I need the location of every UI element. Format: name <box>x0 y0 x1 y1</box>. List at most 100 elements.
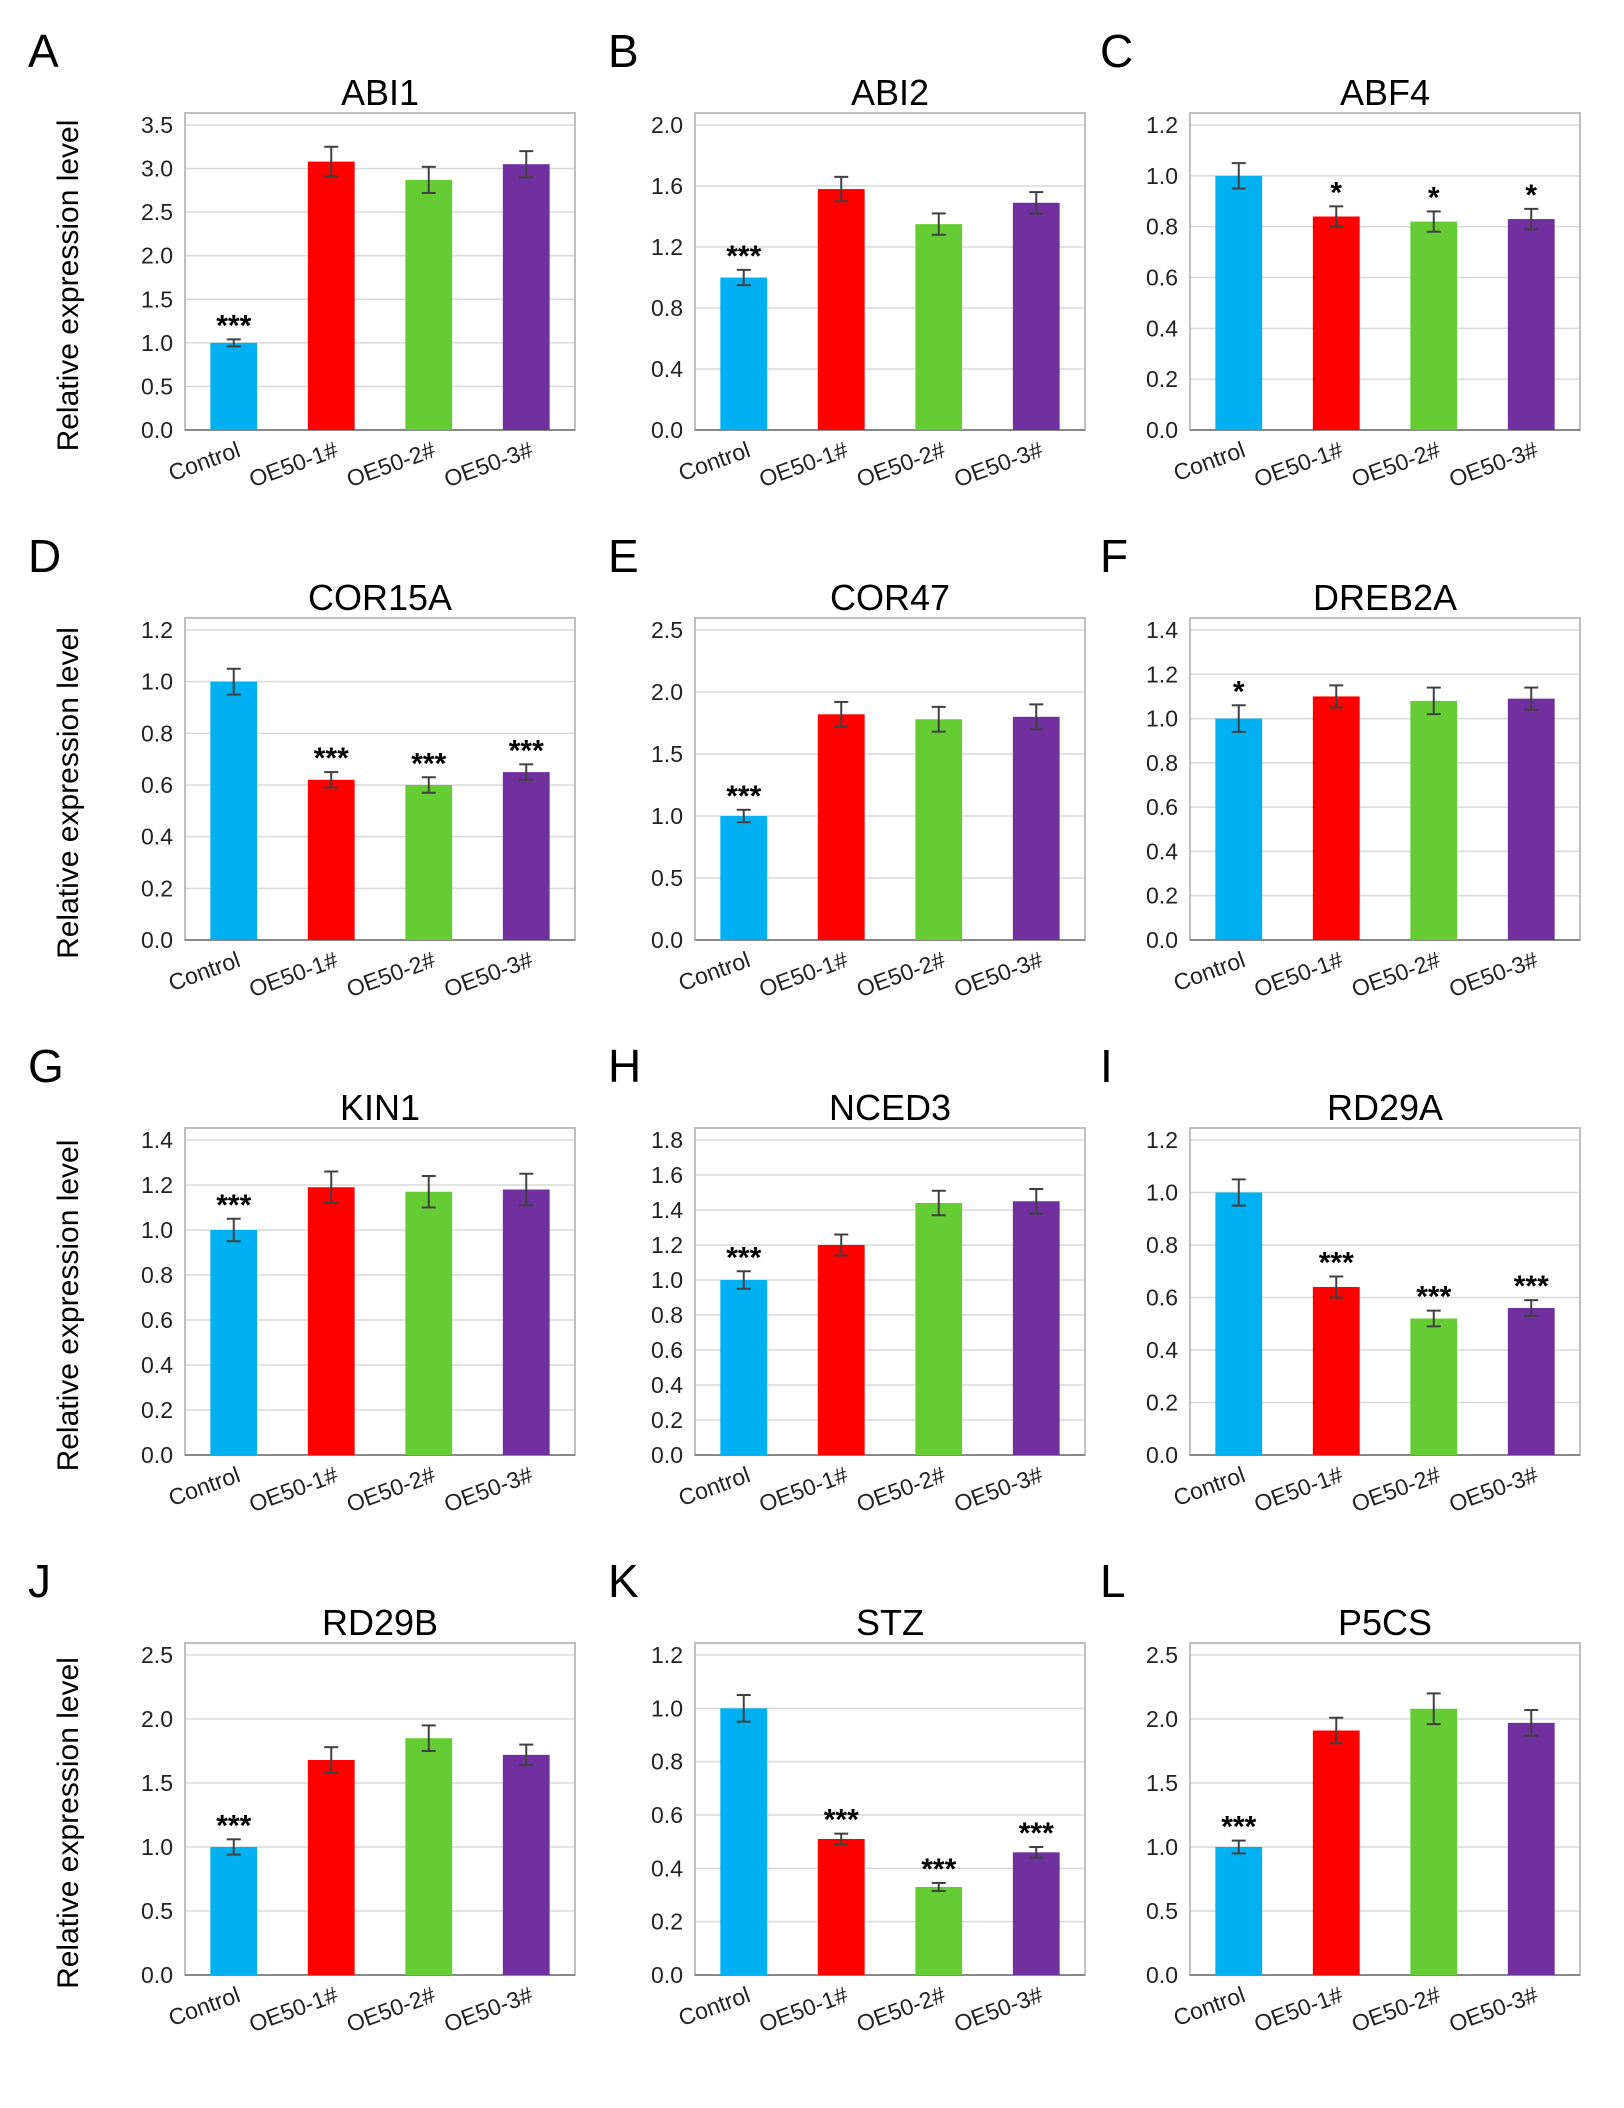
panel-letter: L <box>1100 1555 1126 1607</box>
y-tick-label: 1.5 <box>141 1770 173 1796</box>
x-tick-label: OE50-2# <box>1348 946 1444 1002</box>
y-tick-label: 1.5 <box>141 286 173 312</box>
bar <box>405 1191 453 1455</box>
y-tick-label: 0.6 <box>651 1802 683 1828</box>
x-tick-label: Control <box>165 1461 244 1511</box>
y-tick-label: 0.5 <box>1146 1898 1178 1924</box>
y-tick-label: 1.6 <box>651 1162 683 1188</box>
y-tick-label: 2.0 <box>141 1706 173 1732</box>
y-axis-label: Relative expression level <box>52 1140 85 1472</box>
y-axis-label: Relative expression level <box>52 120 85 452</box>
x-tick-label: OE50-3# <box>441 1461 537 1517</box>
y-tick-label: 1.4 <box>141 1127 173 1153</box>
x-tick-label: Control <box>675 1461 754 1511</box>
x-tick-label: OE50-3# <box>951 1461 1047 1517</box>
y-tick-label: 1.0 <box>141 669 173 695</box>
y-tick-label: 0.4 <box>651 1855 683 1881</box>
y-tick-label: 1.4 <box>651 1197 683 1223</box>
panel-l: L P5CS 0.0 0.5 1.0 1.5 2.0 2.5 *** Control OE50-1#… <box>1100 1555 1581 2037</box>
chart-title: ABI2 <box>851 72 929 113</box>
x-tick-label: OE50-3# <box>441 946 537 1002</box>
chart-title: P5CS <box>1338 1602 1432 1643</box>
x-tick-label: Control <box>675 946 754 996</box>
bar <box>210 1230 258 1455</box>
bar <box>210 681 258 940</box>
significance-label: *** <box>726 780 761 813</box>
panel-letter: A <box>28 25 59 77</box>
x-tick-label: Control <box>1170 436 1249 486</box>
bar <box>1215 718 1263 940</box>
x-tick-label: OE50-3# <box>1446 1981 1542 2037</box>
bar <box>720 1280 768 1455</box>
x-tick-label: OE50-2# <box>853 1981 949 2037</box>
significance-label: *** <box>216 1189 251 1222</box>
significance-label: *** <box>921 1853 956 1886</box>
y-tick-label: 0.4 <box>141 1352 173 1378</box>
significance-label: *** <box>1221 1811 1256 1844</box>
chart-title: RD29A <box>1327 1087 1443 1128</box>
y-tick-label: 1.2 <box>1146 1127 1178 1153</box>
x-tick-label: OE50-2# <box>343 1981 439 2037</box>
y-tick-label: 1.5 <box>651 741 683 767</box>
y-tick-label: 1.2 <box>1146 661 1178 687</box>
significance-label: *** <box>1019 1817 1054 1850</box>
chart-title: COR15A <box>308 577 452 618</box>
bar <box>1012 1852 1060 1975</box>
y-tick-label: 0.8 <box>1146 1232 1178 1258</box>
panel-letter: G <box>28 1040 64 1092</box>
y-tick-label: 0.0 <box>141 1442 173 1468</box>
chart-title: NCED3 <box>829 1087 951 1128</box>
y-tick-label: 0.0 <box>651 927 683 953</box>
panel-letter: E <box>608 530 639 582</box>
y-tick-label: 1.4 <box>1146 617 1178 643</box>
y-tick-label: 0.2 <box>141 875 173 901</box>
y-tick-label: 2.0 <box>141 243 173 269</box>
bar <box>720 816 768 940</box>
panel-letter: K <box>608 1555 639 1607</box>
y-tick-label: 0.0 <box>1146 1442 1178 1468</box>
significance-label: * <box>1525 179 1537 212</box>
bar <box>817 1839 865 1975</box>
panel-letter: C <box>1100 25 1133 77</box>
y-tick-label: 1.6 <box>651 173 683 199</box>
x-tick-label: OE50-1# <box>246 436 342 492</box>
bar <box>405 785 453 940</box>
bar <box>405 1738 453 1975</box>
bar <box>817 189 865 430</box>
x-tick-label: Control <box>675 436 754 486</box>
bar <box>1507 698 1555 940</box>
y-tick-label: 3.0 <box>141 156 173 182</box>
significance-label: *** <box>216 1809 251 1842</box>
x-tick-label: OE50-3# <box>441 1981 537 2037</box>
x-tick-label: OE50-3# <box>1446 946 1542 1002</box>
y-tick-label: 0.2 <box>1146 883 1178 909</box>
y-axis-label: Relative expression level <box>52 627 85 959</box>
y-tick-label: 1.0 <box>651 1695 683 1721</box>
bar <box>210 342 258 430</box>
x-tick-label: OE50-1# <box>756 436 852 492</box>
bar <box>1507 219 1555 430</box>
y-tick-label: 0.6 <box>141 1307 173 1333</box>
y-tick-label: 2.5 <box>141 1642 173 1668</box>
y-tick-label: 1.0 <box>141 1834 173 1860</box>
panel-k: K STZ 0.0 0.2 0.4 0.6 0.8 1.0 1.2 Control *** OE50-… <box>608 1555 1086 2037</box>
bar <box>1012 1201 1060 1455</box>
y-tick-label: 0.0 <box>141 417 173 443</box>
x-tick-label: Control <box>1170 1981 1249 2031</box>
x-tick-label: OE50-2# <box>343 436 439 492</box>
bar <box>502 772 550 940</box>
panel-letter: I <box>1100 1040 1113 1092</box>
panel-letter: F <box>1100 530 1128 582</box>
significance-label: *** <box>1416 1281 1451 1314</box>
y-tick-label: 0.0 <box>1146 1962 1178 1988</box>
bar <box>307 1187 355 1455</box>
y-tick-label: 0.8 <box>1146 214 1178 240</box>
x-tick-label: Control <box>165 1981 244 2031</box>
y-tick-label: 0.0 <box>141 1962 173 1988</box>
x-tick-label: Control <box>165 436 244 486</box>
x-tick-label: OE50-3# <box>1446 436 1542 492</box>
bar <box>307 161 355 430</box>
significance-label: *** <box>1319 1247 1354 1280</box>
x-tick-label: OE50-2# <box>853 436 949 492</box>
